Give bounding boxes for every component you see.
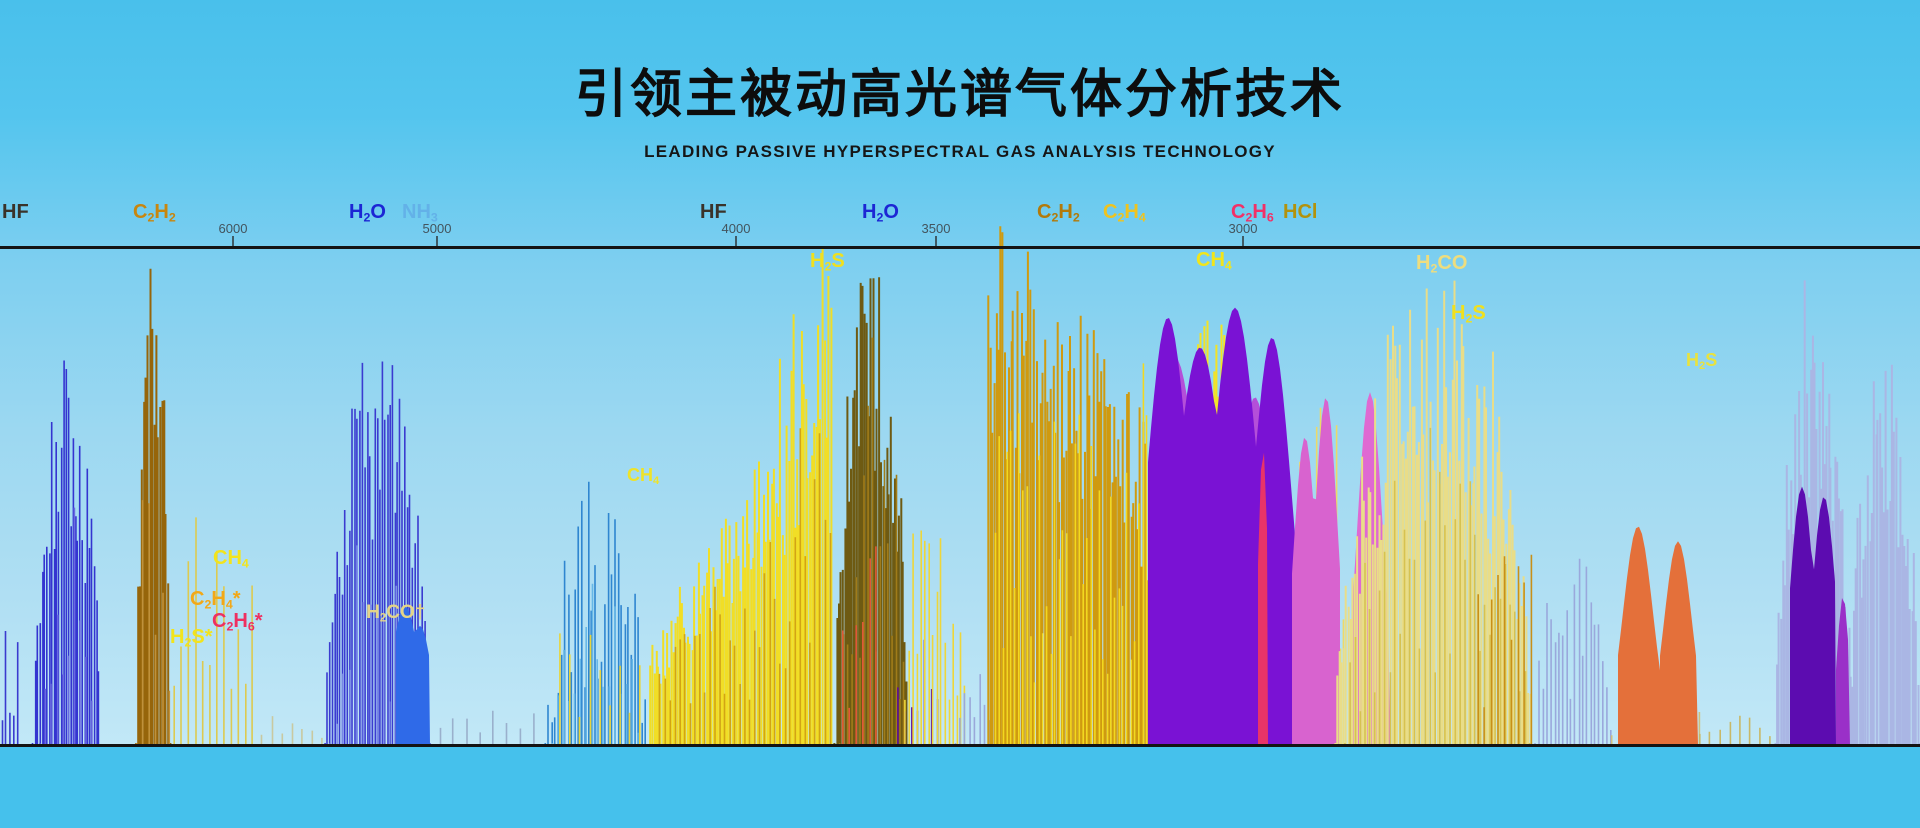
spectral-band (439, 710, 535, 745)
page-subtitle: LEADING PASSIVE HYPERSPECTRAL GAS ANALYS… (644, 141, 1276, 161)
top-axis-line (0, 246, 1920, 249)
spectral-band (1660, 541, 1698, 745)
header: 引领主被动高光谱气体分析技术 LEADING PASSIVE HYPERSPEC… (0, 66, 1920, 162)
spectral-band (1618, 526, 1660, 745)
spectral-band (559, 633, 641, 745)
spectral-band (1534, 558, 1612, 745)
spectral-band (1258, 452, 1268, 745)
spectral-band (173, 517, 253, 745)
spectral-band (396, 605, 430, 745)
spectral-band (1849, 364, 1920, 745)
spectral-band (31, 360, 100, 745)
page-title: 引领主被动高光谱气体分析技术 (574, 66, 1345, 124)
spectral-band (260, 716, 323, 745)
spectral-band (1148, 307, 1295, 745)
spectral-band (658, 428, 832, 745)
spectral-band (1477, 554, 1533, 745)
spectral-band (135, 268, 172, 745)
spectral-band (649, 247, 833, 745)
spectral-band (1836, 598, 1850, 745)
spectral-band (1292, 398, 1340, 745)
spectral-band (841, 546, 877, 745)
footer-strip (0, 747, 1920, 828)
spectral-band (1699, 715, 1771, 745)
spectral-band (1790, 486, 1836, 745)
bottom-axis-line (0, 744, 1920, 747)
spectral-band (1, 631, 19, 745)
spectral-band (904, 530, 966, 745)
